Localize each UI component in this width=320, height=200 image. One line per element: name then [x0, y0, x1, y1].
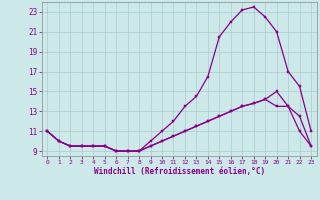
X-axis label: Windchill (Refroidissement éolien,°C): Windchill (Refroidissement éolien,°C): [94, 167, 265, 176]
